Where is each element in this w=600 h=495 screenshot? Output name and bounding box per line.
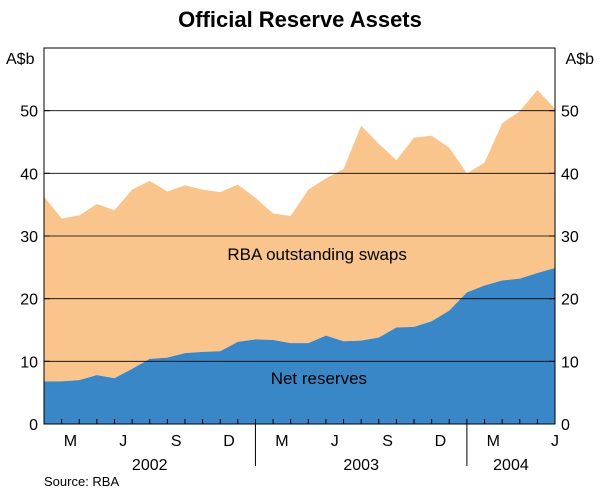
y-axis-unit-right: A$b: [566, 51, 595, 68]
x-month-label: J: [331, 433, 339, 450]
x-month-label: M: [275, 433, 288, 450]
annotation-swaps: RBA outstanding swaps: [227, 245, 407, 264]
gridlines: [44, 110, 555, 362]
y-axis-ticks: 0 0 10 10 20 20 30 30 40 40 50 50: [20, 104, 579, 434]
y-tick-label-left: 30: [20, 229, 38, 246]
x-month-label: D: [435, 433, 447, 450]
x-year-label: 2004: [493, 457, 529, 474]
source-note: Source: RBA: [44, 474, 119, 489]
x-month-label: S: [171, 433, 182, 450]
y-tick-label-right: 40: [561, 166, 579, 183]
x-year-label: 2002: [132, 457, 168, 474]
x-month-label: J: [119, 433, 127, 450]
y-tick-label-right: 10: [561, 354, 579, 371]
y-axis-unit-left: A$b: [6, 51, 35, 68]
y-tick-label-right: 30: [561, 229, 579, 246]
y-tick-label-left: 10: [20, 354, 38, 371]
chart-title: Official Reserve Assets: [178, 7, 422, 32]
y-tick-label-left: 20: [20, 292, 38, 309]
area-net-reserves: [44, 267, 555, 424]
x-axis-ticks: M J S D M J S D M J 2002 2003 2004: [61, 419, 559, 474]
x-month-label: M: [64, 433, 77, 450]
x-month-label: J: [551, 433, 559, 450]
y-tick-label-right: 0: [561, 417, 570, 434]
x-month-label: D: [223, 433, 235, 450]
y-tick-label-left: 0: [29, 417, 38, 434]
x-month-label: M: [487, 433, 500, 450]
y-tick-label-right: 50: [561, 104, 579, 121]
y-tick-label-left: 40: [20, 166, 38, 183]
annotation-net-reserves: Net reserves: [271, 369, 367, 388]
y-tick-label-left: 50: [20, 104, 38, 121]
y-tick-label-right: 20: [561, 292, 579, 309]
x-month-label: S: [382, 433, 393, 450]
x-year-label: 2003: [343, 457, 379, 474]
